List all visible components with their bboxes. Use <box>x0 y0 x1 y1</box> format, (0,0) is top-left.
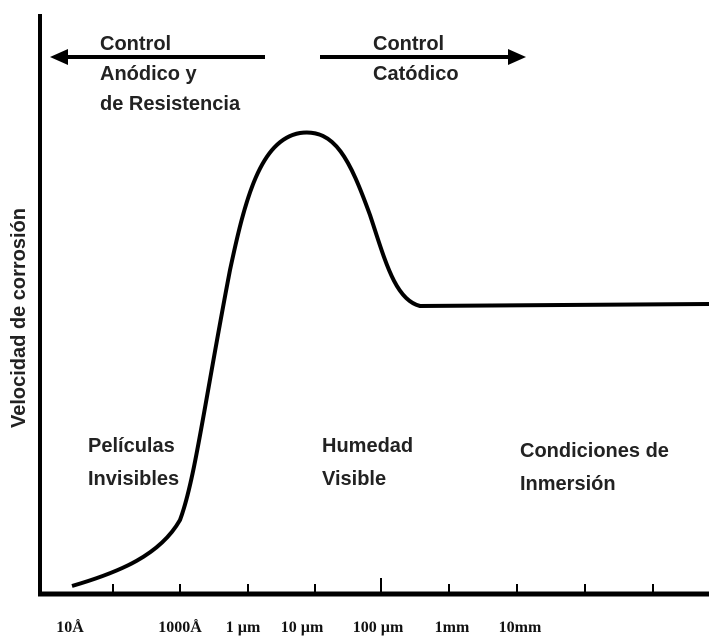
control-text: Control <box>100 33 171 55</box>
x-tick-label: 100 µm <box>353 619 404 636</box>
corrosion-curve <box>71 130 709 588</box>
control-text: Anódico y <box>100 63 198 85</box>
control-text: Control <box>373 33 444 55</box>
x-tick-label: 10 µm <box>281 619 324 636</box>
x-tick-label: 1 µm <box>226 619 261 636</box>
control-text: de Resistencia <box>100 93 241 115</box>
arrow-left <box>50 49 265 65</box>
control-text: Catódico <box>373 63 459 85</box>
x-tick-label: 1000Å <box>158 618 202 636</box>
region-label: Visible <box>322 468 386 490</box>
region-label: Películas <box>88 435 175 457</box>
region-label: Inmersión <box>520 473 616 495</box>
x-tick-label: 1mm <box>435 619 470 636</box>
x-tick-label: 10Å <box>56 618 84 636</box>
x-tick-label: 10mm <box>499 619 542 636</box>
axis-ticks <box>112 578 654 594</box>
region-label: Invisibles <box>88 468 179 490</box>
arrow-right <box>320 49 526 65</box>
region-label: Humedad <box>322 435 413 457</box>
y-axis-label: Velocidad de corrosión <box>8 208 30 428</box>
region-label: Condiciones de <box>520 440 669 462</box>
